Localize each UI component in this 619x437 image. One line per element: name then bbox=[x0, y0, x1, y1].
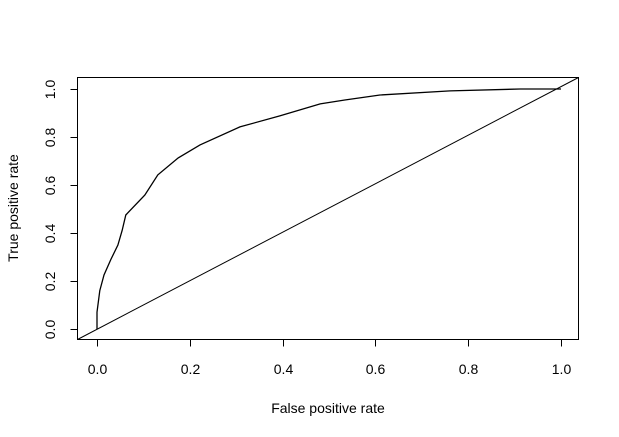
y-tick-label: 0.8 bbox=[42, 128, 58, 148]
x-tick-label: 1.0 bbox=[552, 361, 572, 377]
y-axis: 0.0 0.2 0.4 0.6 0.8 1.0 bbox=[42, 80, 78, 340]
x-axis: 0.0 0.2 0.4 0.6 0.8 1.0 bbox=[88, 339, 572, 377]
y-tick-label: 0.6 bbox=[42, 176, 58, 196]
y-tick-label: 0.4 bbox=[42, 224, 58, 244]
y-tick-label: 0.2 bbox=[42, 272, 58, 292]
roc-curve bbox=[96, 88, 561, 329]
x-tick-label: 0.8 bbox=[459, 361, 479, 377]
x-tick-label: 0.0 bbox=[88, 361, 108, 377]
x-tick-label: 0.4 bbox=[274, 361, 294, 377]
x-tick-label: 0.6 bbox=[366, 361, 386, 377]
x-axis-label: False positive rate bbox=[271, 400, 385, 416]
y-axis-label: True positive rate bbox=[5, 154, 21, 262]
diagonal-reference-line bbox=[77, 77, 579, 340]
y-tick-label: 0.0 bbox=[42, 320, 58, 340]
x-tick-label: 0.2 bbox=[181, 361, 201, 377]
y-tick-label: 1.0 bbox=[42, 80, 58, 100]
